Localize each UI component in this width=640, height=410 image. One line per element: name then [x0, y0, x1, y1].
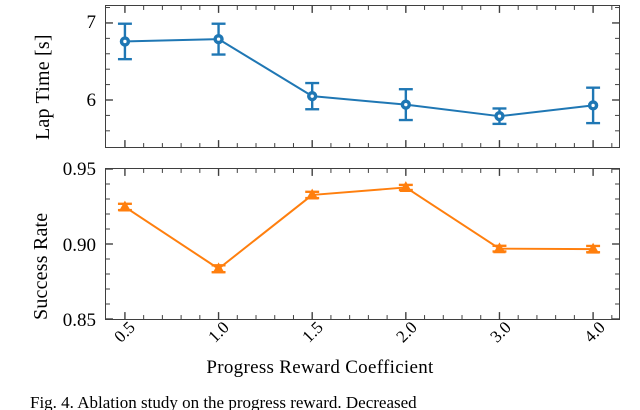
x-tick-label: 4.0	[580, 317, 609, 347]
y-tick-label: 7	[86, 12, 97, 33]
x-tick-label: 0.5	[110, 317, 139, 347]
lap-time-plot-panel	[105, 5, 620, 148]
figure-caption: Fig. 4. Ablation study on the progress r…	[30, 393, 417, 410]
y-tick-label: 0.90	[62, 235, 96, 256]
lap-time-plot-svg	[106, 6, 619, 147]
y-tick-label: 0.95	[62, 159, 96, 180]
y-axis-label-lap-time: Lap Time [s]	[32, 34, 54, 140]
success-rate-plot-panel	[105, 168, 620, 320]
x-tick-label: 2.0	[392, 317, 421, 347]
x-tick-label: 3.0	[486, 317, 515, 347]
y-tick-label: 6	[86, 90, 97, 111]
success-rate-plot-svg	[106, 168, 619, 320]
y-tick-label: 0.85	[62, 310, 96, 331]
x-axis-title: Progress Reward Coefficient	[206, 357, 434, 378]
y-axis-label-success-rate: Success Rate	[30, 212, 52, 320]
x-tick-label: 1.5	[298, 317, 327, 347]
x-tick-label: 1.0	[204, 317, 233, 347]
